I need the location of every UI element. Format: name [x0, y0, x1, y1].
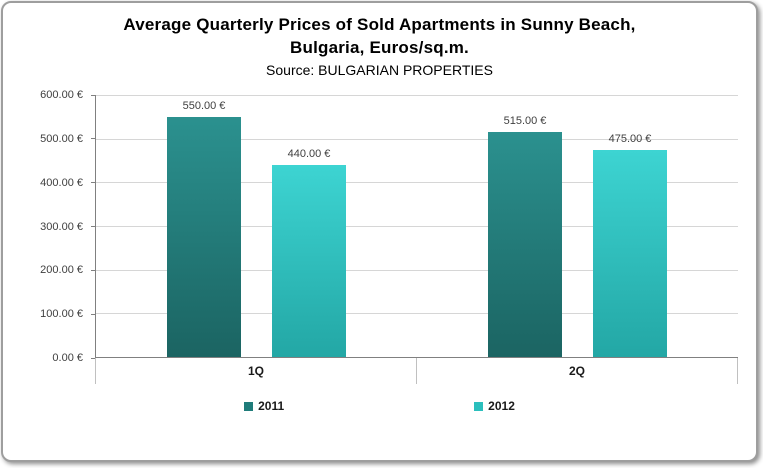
plot-area: 550.00 € 440.00 € 515.00 € 475.00 €: [95, 95, 738, 358]
x-axis-label-2q: 2Q: [417, 358, 738, 384]
y-tick-mark: [91, 269, 95, 271]
legend-swatch-2011: [244, 401, 254, 411]
y-tick-label: 100.00 €: [40, 308, 83, 321]
y-tick-mark: [91, 357, 95, 359]
chart-header: Average Quarterly Prices of Sold Apartme…: [3, 13, 756, 80]
bar-2012-1q: 440.00 €: [272, 148, 346, 357]
bar-value-label: 550.00 €: [182, 99, 226, 112]
x-axis: 1Q 2Q: [95, 358, 738, 384]
gridline: [96, 269, 738, 271]
bar-2011-1q: 550.00 €: [167, 100, 241, 357]
y-tick-mark: [91, 94, 95, 96]
legend-label-2012: 2012: [488, 399, 515, 413]
y-tick-mark: [91, 226, 95, 227]
y-tick-label: 500.00 €: [40, 132, 83, 145]
chart-subtitle: Source: BULGARIAN PROPERTIES: [266, 62, 493, 78]
bar-group-1q: 550.00 € 440.00 €: [96, 95, 417, 357]
y-tick-mark: [91, 182, 95, 184]
gridline: [96, 313, 738, 315]
legend-swatch-2012: [474, 401, 484, 411]
legend: 2011 2012: [3, 399, 756, 413]
chart-frame: Average Quarterly Prices of Sold Apartme…: [1, 1, 758, 462]
y-axis: 0.00 € 100.00 € 200.00 € 300.00 € 400.00 € 50…: [3, 89, 95, 364]
chart-title-line-2: Bulgaria, Euros/sq.m.: [290, 38, 469, 57]
gridline: [96, 182, 738, 184]
bar-value-label: 515.00 €: [503, 115, 547, 128]
legend-label-2011: 2011: [258, 399, 285, 413]
bar-group-2q: 515.00 € 475.00 €: [417, 95, 738, 357]
gridline: [96, 138, 738, 140]
bar-2012-2q: 475.00 €: [593, 133, 667, 357]
y-tick-label: 600.00 €: [40, 89, 83, 101]
y-tick-label: 400.00 €: [40, 176, 83, 189]
y-tick-mark: [91, 313, 95, 315]
legend-item-2011: 2011: [244, 399, 284, 413]
y-tick-label: 0.00 €: [52, 352, 83, 364]
gridline: [96, 95, 738, 96]
y-tick-mark: [91, 138, 95, 140]
gridline: [96, 226, 738, 227]
y-tick-label: 200.00 €: [40, 264, 83, 277]
legend-item-2012: 2012: [474, 399, 515, 413]
x-axis-label-1q: 1Q: [95, 358, 417, 384]
bar-2011-2q: 515.00 €: [488, 115, 562, 357]
bar-value-label: 440.00 €: [287, 147, 331, 160]
y-tick-label: 300.00 €: [40, 220, 83, 233]
bars-row: 550.00 € 440.00 € 515.00 € 475.00 €: [96, 95, 738, 357]
chart-title-line-1: Average Quarterly Prices of Sold Apartme…: [123, 15, 636, 34]
bar-value-label: 475.00 €: [608, 132, 652, 145]
